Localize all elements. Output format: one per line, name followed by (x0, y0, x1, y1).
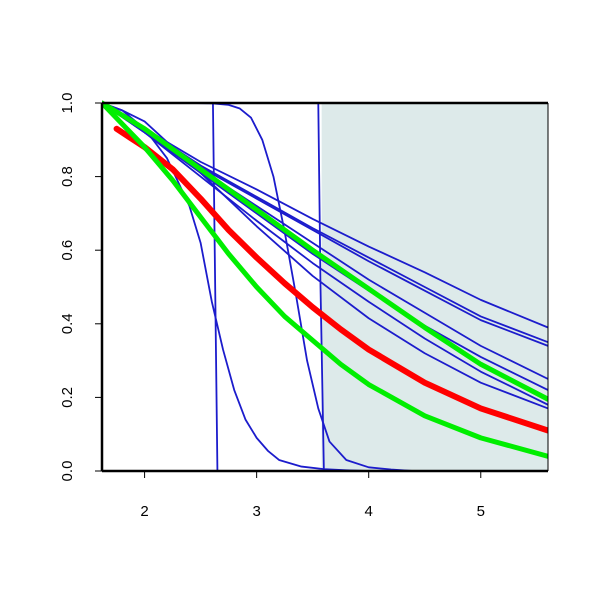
series-line-11-blue (102, 102, 548, 410)
series-line-12-green (102, 100, 548, 402)
y-tick-label-0.6: 0.6 (59, 240, 76, 261)
x-tick-label-3: 3 (252, 503, 260, 520)
y-tick-label-1.0: 1.0 (59, 93, 76, 114)
y-tick-label-0.8: 0.8 (59, 166, 76, 187)
x-tick-label-5: 5 (477, 503, 485, 520)
series-line-3-blue (102, 102, 548, 472)
y-tick-label-0.0: 0.0 (59, 461, 76, 482)
x-tick-label-4: 4 (365, 503, 373, 520)
axes-layer: 2 3 4 5 0.0 0.2 0.4 0.6 0.8 1.0 (59, 93, 549, 520)
series-line-13-red (113, 125, 548, 434)
shaded-region (321, 103, 548, 471)
series-layer (102, 100, 548, 472)
y-tick-label-0.2: 0.2 (59, 387, 76, 408)
series-line-4-blue (102, 102, 548, 472)
y-tick-label-0.4: 0.4 (59, 313, 76, 334)
x-tick-label-2: 2 (140, 503, 148, 520)
series-line-14-green (102, 100, 548, 459)
series-line-10-blue (102, 102, 548, 406)
series-line-9-blue (102, 102, 548, 391)
